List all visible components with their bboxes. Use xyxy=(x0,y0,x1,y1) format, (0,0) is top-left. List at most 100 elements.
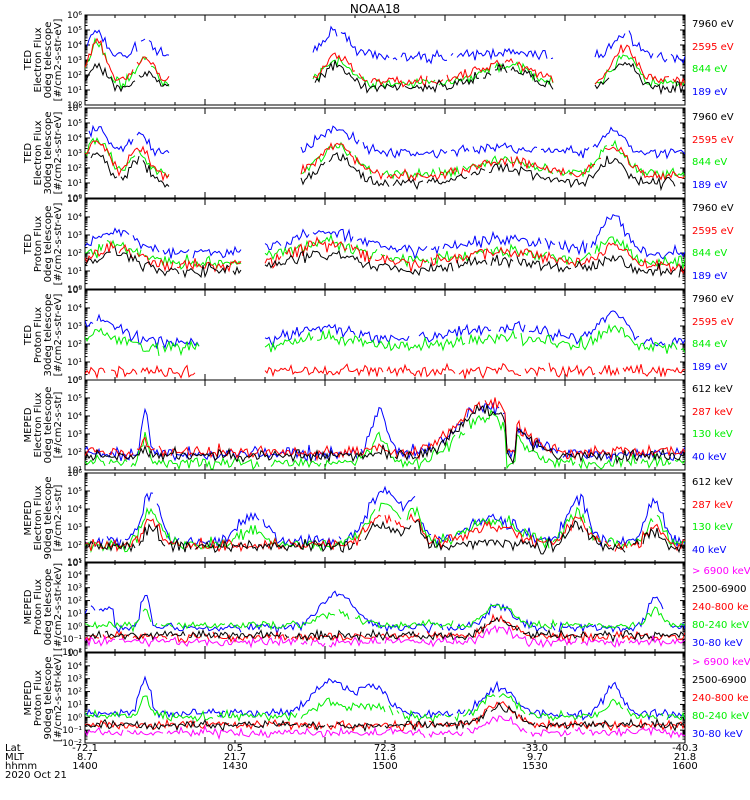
y-tick-label: 10¹ xyxy=(67,358,82,368)
y-tick-label: 10² xyxy=(67,541,82,551)
legend-entry: 240-800 ke xyxy=(692,693,749,704)
y-tick-label: 10² xyxy=(67,597,82,607)
y-tick-label: 10³ xyxy=(67,675,82,685)
legend-entry: 2595 eV xyxy=(692,41,734,53)
panel-7: 10⁻² 10⁻¹ 10⁰ 10¹ 10² 10³ 10⁴ 10⁵ xyxy=(62,558,686,658)
series-trace-1 xyxy=(85,403,685,465)
y-axis-label: [#/cm2-s-str-eV] xyxy=(53,202,64,286)
y-tick-label: 10⁶ xyxy=(67,376,82,386)
traces xyxy=(85,590,685,649)
y-tick-label: 10³ xyxy=(67,231,82,241)
y-tick-label: 10² xyxy=(67,688,82,698)
panel-frame xyxy=(84,652,686,744)
x-row-label: 2020 Oct 21 xyxy=(5,770,67,781)
x-tick-lat: -72.1 xyxy=(72,743,98,754)
legend-entry: 612 keV xyxy=(692,384,733,395)
y-axis-label: [#/cm2-s-str-eV] xyxy=(53,111,64,195)
panel-8: 10⁻² 10⁻¹ 10⁰ 10¹ 10² 10³ 10⁴ 10⁵ xyxy=(62,649,686,749)
y-axis-label: [#/cm2-s-str] xyxy=(53,391,64,459)
y-tick-label: 10¹ xyxy=(67,700,82,710)
y-axis-label: [#/cm2-s-str-eV] xyxy=(53,18,64,102)
series-trace-2 xyxy=(85,362,685,380)
x-row-label: Lat xyxy=(5,743,21,754)
series-trace-1 xyxy=(85,246,685,279)
legend-entry: 844 eV xyxy=(692,339,728,350)
y-tick-label: 10⁰ xyxy=(67,622,82,632)
panel-5: 10¹ 10² 10³ 10⁴ 10⁵ 10⁶ xyxy=(67,376,686,476)
legend-entry: 844 eV xyxy=(692,157,728,168)
legend-entry: > 6900 keV xyxy=(692,566,750,577)
x-row-label: hhmm xyxy=(5,761,38,772)
y-tick-label: 10⁶ xyxy=(67,469,82,479)
legend-entry: 844 eV xyxy=(692,64,728,75)
y-axis-label: [#/cm2-s-str-eV] xyxy=(53,293,64,377)
traces xyxy=(85,397,685,470)
legend-entry: 189 eV xyxy=(692,270,728,282)
y-tick-label: 10⁴ xyxy=(67,571,82,581)
y-tick-label: 10² xyxy=(67,249,82,259)
legend-entry: 130 keV xyxy=(692,429,733,440)
legend-entry: 7960 eV xyxy=(692,19,734,30)
series-trace-1 xyxy=(85,519,685,555)
y-tick-label: 10⁴ xyxy=(67,304,82,314)
traces xyxy=(85,124,685,192)
legend-entry: 2595 eV xyxy=(692,316,734,328)
y-tick-label: 10² xyxy=(67,71,82,81)
series-trace-5 xyxy=(85,675,685,721)
legend-entry: 287 keV xyxy=(692,406,733,418)
x-tick-lat: -33.0 xyxy=(522,743,548,754)
y-tick-label: 10³ xyxy=(67,584,82,594)
panel-3: 10⁰ 10¹ 10² 10³ 10⁴ 10⁵ xyxy=(67,195,686,295)
y-tick-label: 10² xyxy=(67,340,82,350)
legend-entry: 844 eV xyxy=(692,248,728,259)
x-tick-mlt: 9.7 xyxy=(527,752,543,763)
y-axis-label: [#/cm2-s-str-keV] xyxy=(53,653,64,743)
y-tick-label: 10⁵ xyxy=(67,558,82,568)
traces xyxy=(85,310,685,380)
traces xyxy=(85,214,685,279)
y-tick-label: 10⁻¹ xyxy=(62,635,82,645)
y-tick-label: 10⁰ xyxy=(67,101,82,111)
y-tick-label: 10⁵ xyxy=(67,119,82,129)
legend-entry: 40 keV xyxy=(692,451,727,463)
legend-entry: 7960 eV xyxy=(692,294,734,305)
series-trace-4 xyxy=(86,25,685,65)
y-tick-label: 10¹ xyxy=(67,466,82,476)
legend-entry: 189 eV xyxy=(692,179,728,191)
legend-entry: 2595 eV xyxy=(692,225,734,237)
y-tick-label: 10⁻² xyxy=(62,739,82,749)
legend-entry: 2500-6900 xyxy=(692,675,747,686)
legend-entry: 240-800 ke xyxy=(692,602,749,613)
series-trace-3 xyxy=(85,37,685,90)
panel-2: 10⁰ 10¹ 10² 10³ 10⁴ 10⁵ 10⁶ xyxy=(67,104,686,204)
series-trace-1 xyxy=(85,152,685,192)
y-tick-label: 10⁵ xyxy=(67,649,82,659)
y-tick-label: 10⁵ xyxy=(67,487,82,497)
series-trace-1 xyxy=(85,60,685,96)
x-tick-mlt: 21.8 xyxy=(673,752,697,763)
x-tick-hhmm: 1600 xyxy=(672,761,698,772)
y-tick-label: 10⁻¹ xyxy=(62,726,82,736)
x-tick-hhmm: 1530 xyxy=(522,761,548,772)
y-tick-label: 10⁴ xyxy=(67,41,82,51)
series-trace-2 xyxy=(85,616,685,644)
x-tick-mlt: 11.6 xyxy=(373,752,397,763)
x-tick-lat: -40.3 xyxy=(672,743,698,754)
y-tick-label: 10⁶ xyxy=(67,11,82,21)
panel-4: 10⁰ 10¹ 10² 10³ 10⁴ 10⁵ xyxy=(67,286,686,386)
x-tick-hhmm: 1500 xyxy=(372,761,398,772)
y-tick-label: 10⁴ xyxy=(67,213,82,223)
y-tick-label: 10⁴ xyxy=(67,412,82,422)
legend-entry: 2500-6900 xyxy=(692,584,747,595)
y-tick-label: 10² xyxy=(67,448,82,458)
y-tick-label: 10¹ xyxy=(67,267,82,277)
traces xyxy=(85,25,685,96)
y-axis-label: [#/cm2-s-str-keV] xyxy=(53,562,64,652)
y-tick-label: 10⁰ xyxy=(67,713,82,723)
traces xyxy=(85,485,685,555)
legend-entry: 287 keV xyxy=(692,499,733,511)
legend-entry: 30-80 keV xyxy=(692,638,743,649)
series-trace-4 xyxy=(85,693,685,724)
legend-entry: 612 keV xyxy=(692,477,733,488)
plot-title: NOAA18 xyxy=(349,2,401,16)
